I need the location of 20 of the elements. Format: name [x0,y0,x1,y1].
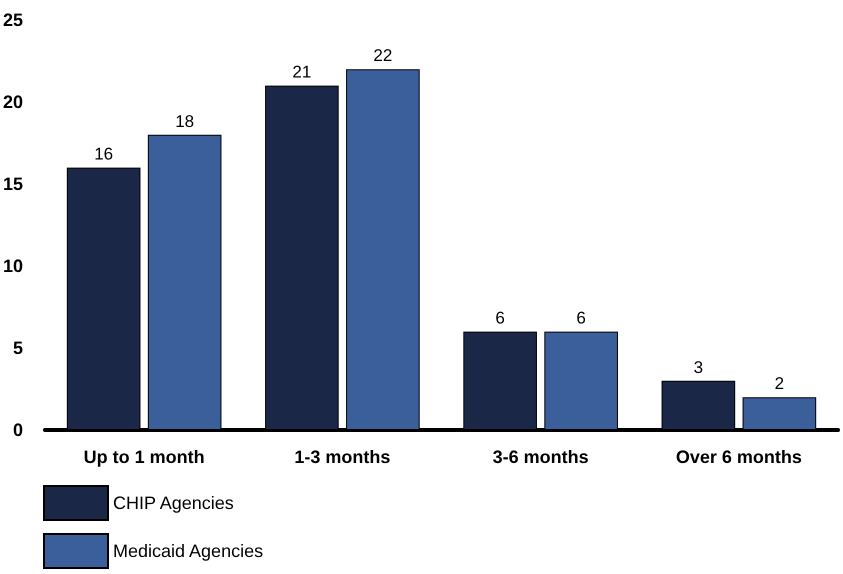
legend-label: Medicaid Agencies [113,541,264,561]
legend-label: CHIP Agencies [113,493,234,513]
x-tick-label: 3-6 months [492,447,589,467]
x-tick-label: Over 6 months [676,447,802,467]
y-tick-label: 5 [13,338,24,358]
data-label: 16 [94,144,114,164]
data-label: 6 [495,308,505,328]
y-tick-label: 10 [2,256,24,276]
y-tick-label: 25 [2,10,24,30]
y-tick-label: 15 [2,174,24,194]
data-label: 2 [774,374,784,394]
x-tick-label: 1-3 months [294,447,390,467]
y-tick-label: 0 [13,420,24,440]
data-label: 22 [373,46,392,66]
data-label: 18 [175,112,194,131]
x-tick-label: Up to 1 month [84,447,205,467]
data-label: 6 [576,308,586,328]
y-tick-label: 20 [2,92,24,112]
data-label: 21 [292,62,312,82]
data-label: 3 [694,358,704,377]
